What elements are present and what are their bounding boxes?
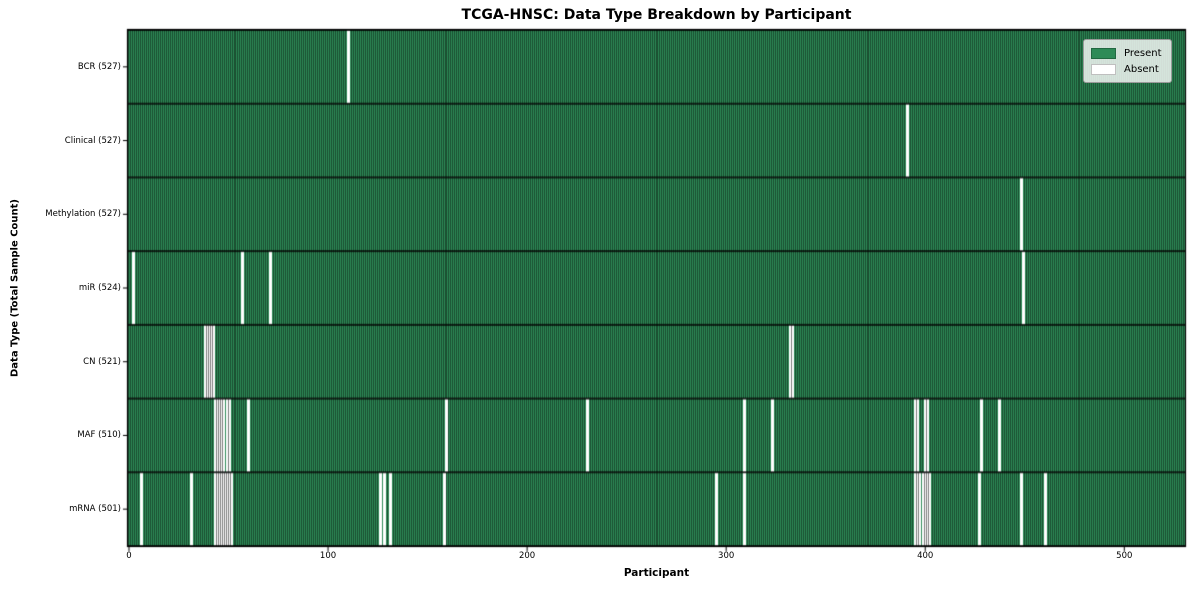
y-tick-label-Methylation: Methylation (527) [45, 209, 121, 220]
y-tick-label-BCR: BCR (527) [77, 61, 121, 72]
x-tick-label-400: 400 [917, 551, 934, 561]
chart-title: TCGA-HNSC: Data Type Breakdown by Partic… [461, 7, 852, 23]
y-tick-label-CN: CN (521) [83, 356, 121, 367]
x-tick-label-100: 100 [319, 551, 337, 561]
x-tick-label-0: 0 [126, 551, 132, 561]
y-tick-label-miR: miR (524) [78, 283, 121, 293]
legend: Present Absent [1083, 39, 1172, 83]
x-tick-label-200: 200 [518, 551, 536, 561]
y-tick-label-mRNA: mRNA (501) [69, 504, 121, 515]
y-tick-label-MAF: MAF (510) [77, 430, 121, 441]
absent-swatch [1091, 63, 1116, 75]
present-swatch [1091, 47, 1116, 59]
x-tick-label-300: 300 [718, 551, 735, 561]
x-tick-label-500: 500 [1116, 551, 1133, 561]
legend-item-absent: Absent [1091, 61, 1162, 77]
x-axis-label: Participant [623, 567, 690, 579]
legend-item-present: Present [1091, 45, 1162, 61]
y-tick-label-Clinical: Clinical (527) [64, 135, 121, 146]
legend-label-present: Present [1124, 47, 1162, 59]
legend-label-absent: Absent [1124, 63, 1159, 75]
